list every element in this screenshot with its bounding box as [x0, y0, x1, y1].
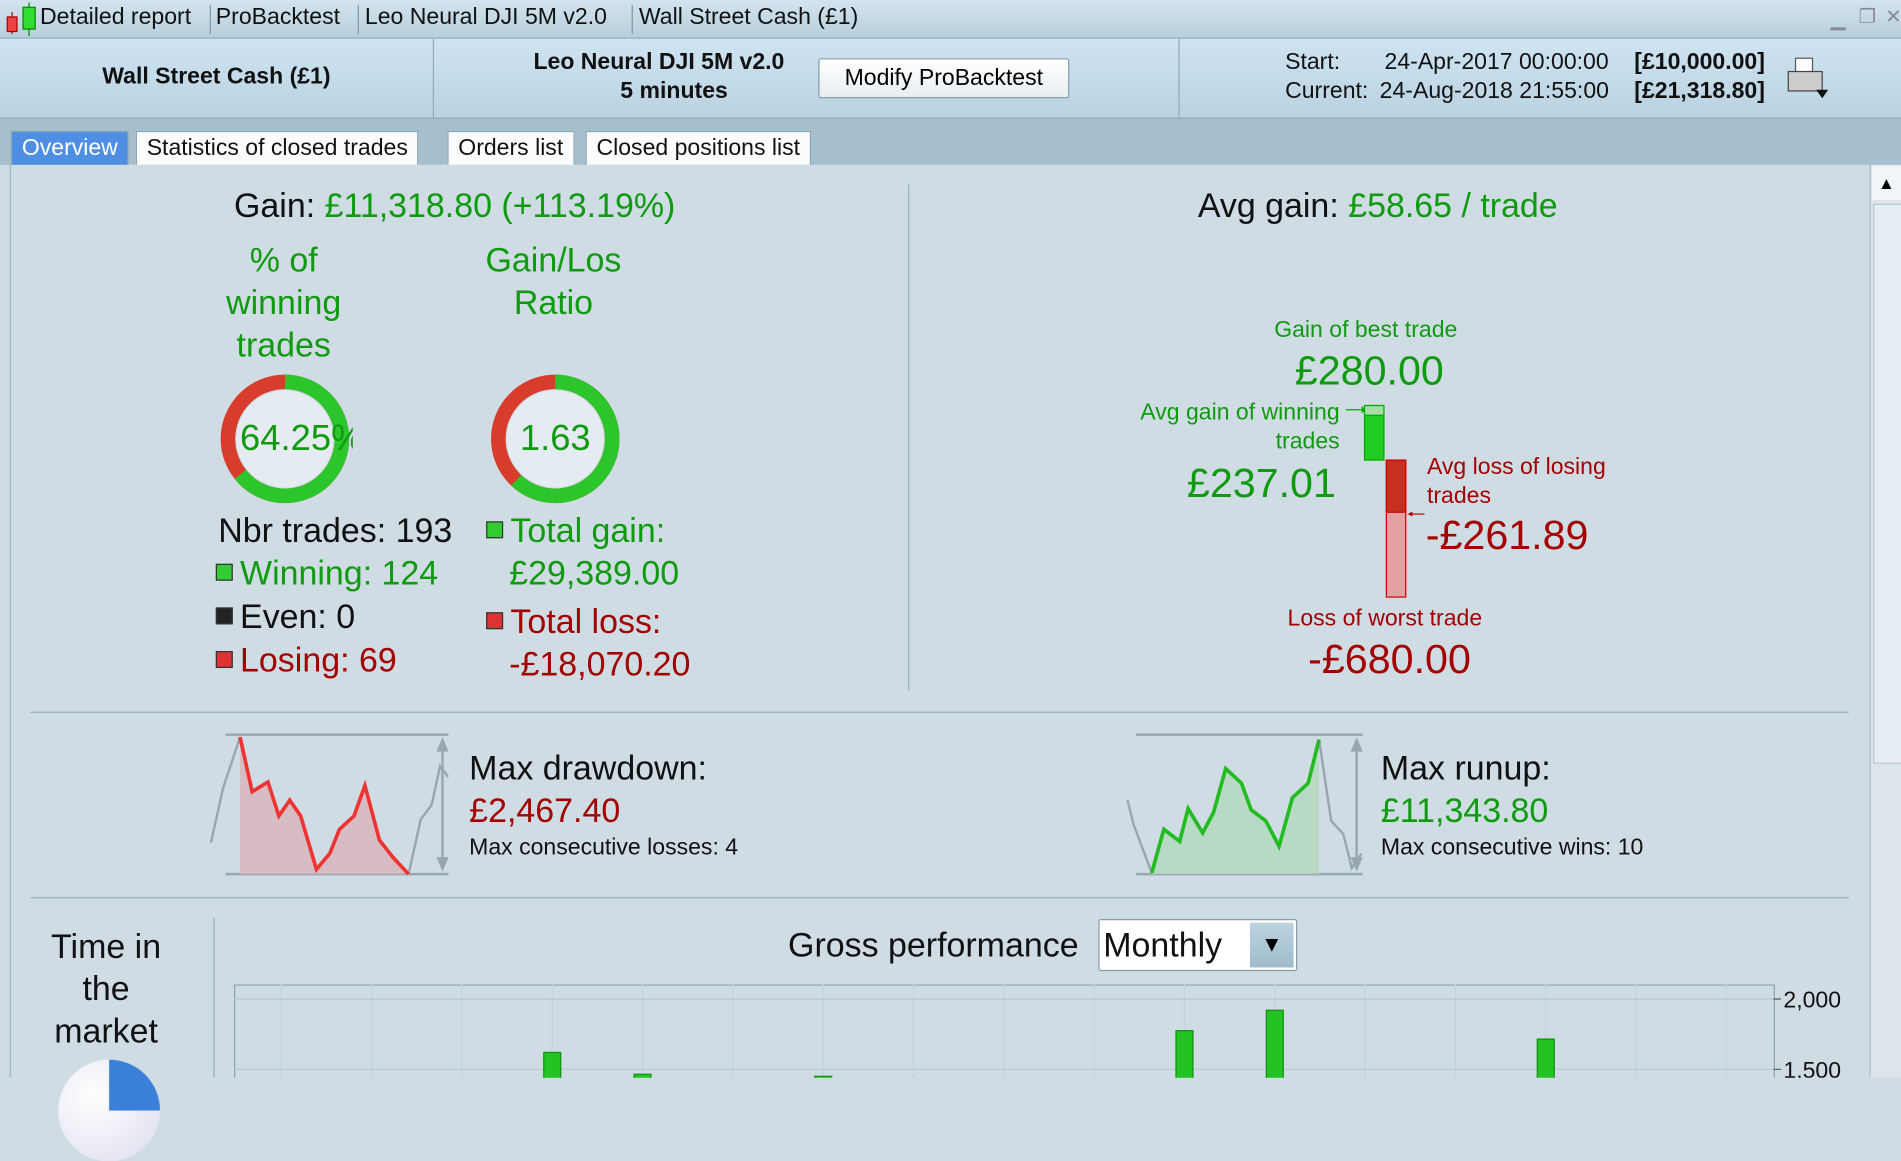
vertical-scrollbar[interactable]: ▲ — [1869, 164, 1901, 1078]
time-in-market-title: Time in the market — [51, 927, 162, 1050]
win-pct-value: 64.25% — [240, 418, 353, 459]
restore-icon[interactable]: ❐ — [1858, 7, 1876, 28]
ratio-donut — [491, 374, 620, 504]
tab-closed-positions-list[interactable]: Closed positions list — [585, 130, 811, 165]
divider — [213, 917, 215, 1078]
total-loss-label: Total loss: — [486, 603, 661, 642]
bar — [543, 1051, 562, 1078]
ratio-value: 1.63 — [519, 418, 591, 459]
tab-statistics-closed-trades[interactable]: Statistics of closed trades — [135, 130, 419, 165]
green-square-icon — [486, 521, 504, 539]
period-select-value: Monthly — [1103, 926, 1223, 964]
donut-center — [506, 390, 604, 488]
breadcrumb-detailed-report[interactable]: Detailed report — [40, 4, 192, 31]
total-gain-value: £29,389.00 — [509, 554, 680, 592]
system-name: Leo Neural DJI 5M v2.0 — [533, 49, 785, 76]
best-trade-value: £280.00 — [1294, 347, 1444, 395]
win-pct-donut — [220, 374, 350, 504]
max-runup-value: £11,343.80 — [1380, 791, 1549, 830]
y-tick-label: 2,000 — [1783, 986, 1841, 1012]
total-gain-label: Total gain: — [486, 512, 665, 551]
gross-performance-chart: 2,000 1,500 — [233, 984, 1841, 1078]
minimize-icon[interactable]: ▁ — [1830, 9, 1846, 31]
gain-summary: Gain: £11,318.80 (+113.19%) — [233, 186, 676, 225]
runup-sparkline — [1126, 733, 1363, 876]
max-runup-label: Max runup: — [1380, 749, 1551, 787]
bar — [1175, 1030, 1194, 1078]
best-trade-label: Gain of best trade — [1274, 317, 1458, 344]
divider — [30, 897, 1849, 899]
bar — [1265, 1009, 1284, 1078]
start-capital: [£10,000.00] — [1634, 49, 1765, 76]
total-loss-value: -£18,070.20 — [509, 644, 691, 683]
breadcrumb-probacktest[interactable]: ProBacktest — [215, 4, 340, 31]
divider — [908, 184, 910, 692]
overview-panel — [9, 164, 1870, 1078]
bar — [633, 1073, 652, 1078]
nbr-trades: Nbr trades: 193 — [218, 511, 453, 550]
max-consecutive-wins: Max consecutive wins: 10 — [1380, 835, 1644, 861]
app-candlestick-icon — [6, 2, 36, 37]
green-square-icon — [215, 563, 233, 581]
even-count: Even: 0 — [215, 598, 355, 637]
losing-count: Losing: 69 — [215, 641, 397, 680]
modify-probacktest-button[interactable]: Modify ProBacktest — [818, 58, 1070, 99]
red-square-icon — [215, 651, 233, 669]
win-pct-title: % of winning trades — [226, 241, 342, 364]
bar — [814, 1075, 833, 1078]
ratio-title: Gain/Los Ratio — [485, 241, 622, 322]
current-capital: [£21,318.80] — [1634, 78, 1765, 105]
period-select[interactable]: Monthly ▼ — [1098, 918, 1298, 972]
timeframe: 5 minutes — [620, 78, 728, 105]
breadcrumb-system[interactable]: Leo Neural DJI 5M v2.0 — [364, 4, 607, 31]
avg-loss-label: Avg loss of losing trades — [1426, 454, 1606, 510]
black-square-icon — [215, 607, 233, 625]
scroll-up-icon[interactable]: ▲ — [1871, 166, 1901, 201]
instrument-name: Wall Street Cash (£1) — [102, 64, 331, 90]
red-square-icon — [486, 612, 504, 630]
avg-gain: Avg gain: £58.65 / trade — [1197, 186, 1558, 225]
time-in-market-pie — [58, 1059, 161, 1161]
trade-range-bar — [1345, 404, 1425, 598]
avg-win-value: £237.01 — [1186, 460, 1336, 507]
donut-center — [236, 390, 334, 488]
drawdown-sparkline — [209, 733, 449, 876]
close-icon[interactable]: ✕ — [1885, 7, 1901, 28]
worst-trade-label: Loss of worst trade — [1287, 606, 1483, 632]
tab-orders-list[interactable]: Orders list — [447, 130, 575, 165]
print-icon[interactable] — [1785, 56, 1833, 102]
avg-loss-value: -£261.89 — [1425, 512, 1589, 559]
report-header: Wall Street Cash (£1) Leo Neural DJI 5M … — [0, 38, 1901, 121]
start-date: 24-Apr-2017 00:00:00 — [1384, 49, 1609, 76]
y-tick-label: 1,500 — [1783, 1057, 1841, 1078]
current-date: 24-Aug-2018 21:55:00 — [1379, 78, 1609, 105]
current-label: Current: — [1285, 78, 1369, 105]
worst-trade-value: -£680.00 — [1308, 636, 1471, 683]
avg-win-label: Avg gain of winning trades — [1140, 400, 1340, 455]
max-drawdown-value: £2,467.40 — [469, 791, 621, 830]
bar — [1536, 1038, 1555, 1078]
max-consecutive-losses: Max consecutive losses: 4 — [469, 835, 739, 861]
winning-count: Winning: 124 — [215, 554, 438, 593]
start-label: Start: — [1285, 49, 1341, 76]
max-drawdown-label: Max drawdown: — [469, 749, 707, 787]
divider — [30, 711, 1849, 713]
breadcrumb-instrument[interactable]: Wall Street Cash (£1) — [638, 4, 859, 31]
tab-overview[interactable]: Overview — [10, 130, 129, 165]
tab-bar: Overview Statistics of closed trades Ord… — [0, 118, 1901, 165]
chevron-down-icon[interactable]: ▼ — [1249, 922, 1294, 968]
scroll-thumb[interactable] — [1873, 203, 1901, 764]
gross-performance-label: Gross performance — [788, 926, 1079, 964]
title-bar: Detailed report ProBacktest Leo Neural D… — [0, 0, 1901, 39]
